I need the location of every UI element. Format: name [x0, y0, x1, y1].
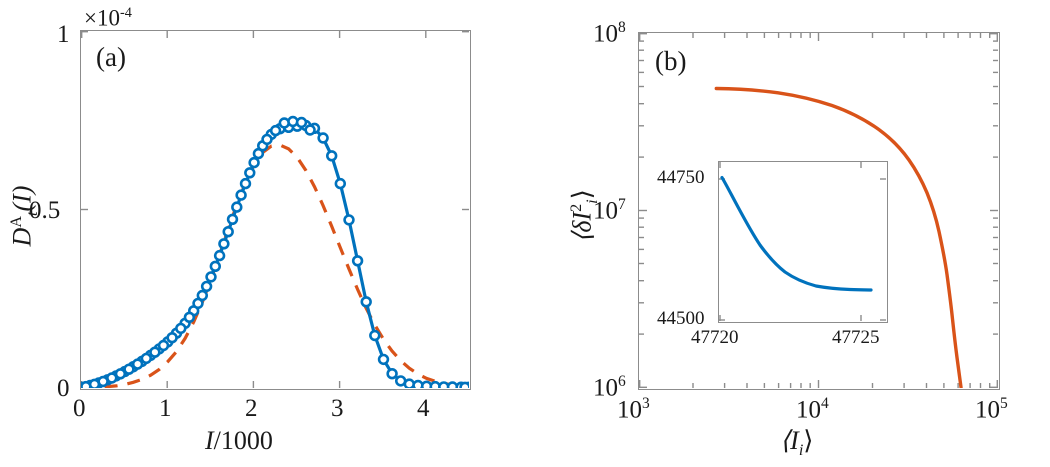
panel-a-axes [80, 30, 471, 390]
xtick-1e4-exp: 4 [821, 395, 829, 412]
panel-a-tickmarks [81, 31, 469, 388]
ytick-1e8-base: 10 [593, 20, 618, 48]
panel-a: ×10-4 [7, 6, 471, 454]
yaxis-b-sup: 2 [568, 203, 586, 212]
yaxis-label-sup: A [8, 216, 26, 228]
panel-a-markers [81, 115, 469, 388]
panel-b-tag: (b) [655, 46, 687, 76]
panel-a-simulation-curve [81, 123, 469, 388]
panel-b-yaxis-label: ⟨δI2i⟩ [567, 151, 601, 281]
panel-a-plot-area [81, 31, 469, 388]
panel-b-inset-ytick-44500: 44500 [657, 308, 705, 329]
yaxis-b-close: ⟩ [567, 189, 597, 200]
yaxis-label-sub: t [23, 211, 41, 217]
panel-a-xtick-4: 4 [417, 395, 430, 422]
panel-a-xtick-1: 1 [159, 395, 172, 422]
xaxis-label-den: /1000 [213, 426, 273, 455]
panel-b-inset-axes [718, 161, 888, 323]
panel-b-inset-xtick-47725: 47725 [832, 327, 880, 348]
panel-b-ytick-1e8: 108 [593, 19, 626, 48]
xtick-1e5-exp: 5 [1000, 395, 1008, 412]
ytick-1e7-base: 10 [593, 197, 618, 225]
exponent-mult-power: -4 [119, 5, 132, 21]
xaxis-b-close: ⟩ [803, 426, 814, 455]
panel-b-ytick-1e7: 107 [593, 196, 626, 225]
ytick-1e6-exp: 6 [618, 373, 626, 390]
panel-b-plot-area [639, 33, 998, 388]
xtick-1e3-base: 10 [617, 396, 642, 424]
panel-a-xtick-3: 3 [331, 395, 344, 422]
yaxis-b-sub: i [583, 199, 601, 204]
panel-b-xaxis-label: ⟨Ii⟩ [780, 428, 813, 459]
panel-a-ytick-05: 0.5 [29, 197, 61, 224]
panel-b-inset-ytick-44750: 44750 [657, 167, 705, 188]
panel-b-inset-tickmarks [719, 162, 886, 321]
yaxis-b-open: ⟨δI [567, 211, 597, 243]
xaxis-b-open: ⟨I [780, 426, 799, 455]
panel-a-exponent-multiplier: ×10-4 [84, 6, 132, 30]
panel-a-theory-curve [81, 143, 469, 388]
panel-b-tickmarks [639, 33, 998, 388]
xaxis-b-sub: i [798, 442, 804, 460]
xaxis-label-num: I [205, 426, 214, 455]
ytick-1e7-exp: 7 [618, 196, 626, 213]
xtick-1e5-base: 10 [975, 396, 1000, 424]
panel-b: (b) 108 107 106 103 104 105 ⟨Ii⟩ ⟨δI2i⟩ [525, 0, 1050, 467]
yaxis-label-arg: (I) [7, 185, 37, 212]
panel-a-xaxis-label: I/1000 [205, 428, 273, 454]
panel-a-xtick-0: 0 [73, 395, 86, 422]
panel-a-xtick-2: 2 [245, 395, 258, 422]
panel-b-xtick-1e3: 103 [617, 395, 650, 424]
ytick-1e6-base: 10 [593, 374, 618, 402]
panel-b-inset-xtick-47720: 47720 [691, 327, 739, 348]
panel-a-tag: (a) [96, 42, 126, 72]
panel-b-axes [638, 32, 1000, 390]
panel-a-yaxis-label: DAt(I) [7, 151, 41, 281]
yaxis-label-D: D [7, 227, 37, 247]
xtick-1e3-exp: 3 [642, 395, 650, 412]
panel-a-ytick-1: 1 [57, 21, 70, 48]
panel-b-inset-curve [720, 175, 873, 292]
panel-b-inset-plot-area [719, 162, 886, 321]
panel-b-variance-curve [714, 86, 963, 388]
panel-b-ytick-1e6: 106 [593, 373, 626, 402]
xtick-1e4-base: 10 [796, 396, 821, 424]
panel-b-xtick-1e5: 105 [975, 395, 1008, 424]
panel-b-xtick-1e4: 104 [796, 395, 829, 424]
ytick-1e8-exp: 8 [618, 19, 626, 36]
exponent-mult-text: ×10 [84, 5, 120, 31]
panel-a-ytick-0: 0 [57, 375, 70, 402]
